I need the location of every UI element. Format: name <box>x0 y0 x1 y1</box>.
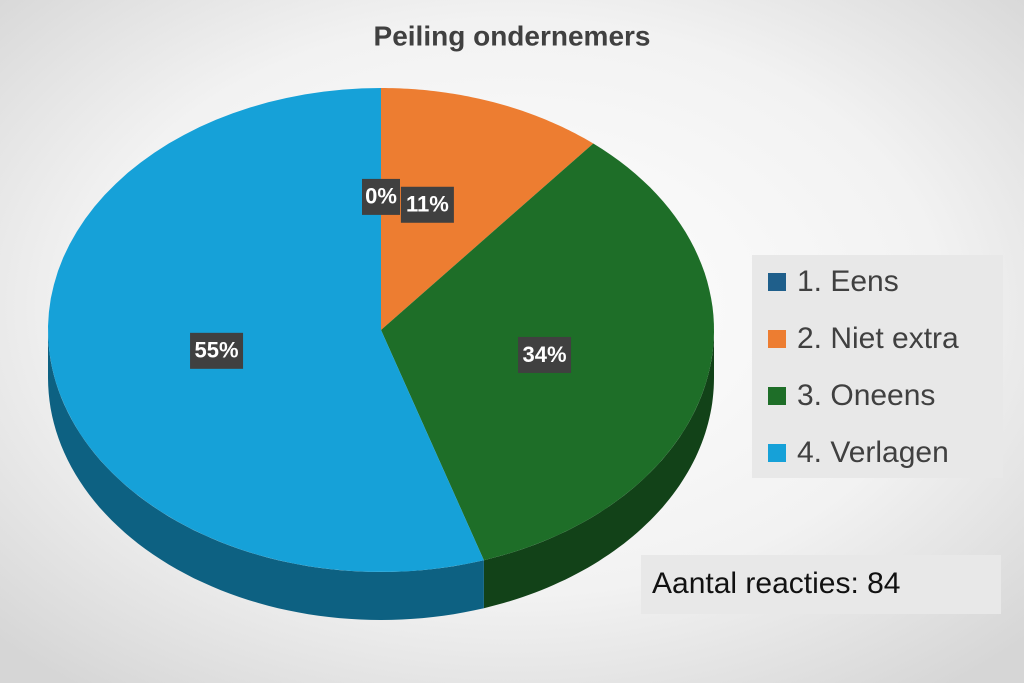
legend-marker <box>768 387 786 405</box>
legend-label: 2. Niet extra <box>797 322 959 355</box>
data-label: 0% <box>365 184 397 209</box>
legend-label: 1. Eens <box>797 265 899 298</box>
data-label: 55% <box>195 338 239 363</box>
data-label-box <box>362 178 400 215</box>
data-label-box <box>400 186 454 223</box>
legend-label: 3. Oneens <box>797 379 935 412</box>
legend-box <box>752 255 1003 478</box>
slice <box>381 88 594 330</box>
data-label-box <box>190 332 244 369</box>
legend-marker <box>768 444 786 462</box>
legend-label: 4. Verlagen <box>797 436 949 469</box>
data-label: 34% <box>523 342 567 367</box>
legend-marker <box>768 273 786 291</box>
chart-title: Peiling ondernemers <box>374 20 651 51</box>
legend-marker <box>768 330 786 348</box>
data-label-box <box>518 336 572 373</box>
data-label: 11% <box>406 192 449 217</box>
annotation: Aantal reacties: 84 <box>652 567 900 600</box>
slice-side <box>483 330 714 609</box>
annotation-box <box>641 555 1001 614</box>
slice-side <box>48 330 484 620</box>
